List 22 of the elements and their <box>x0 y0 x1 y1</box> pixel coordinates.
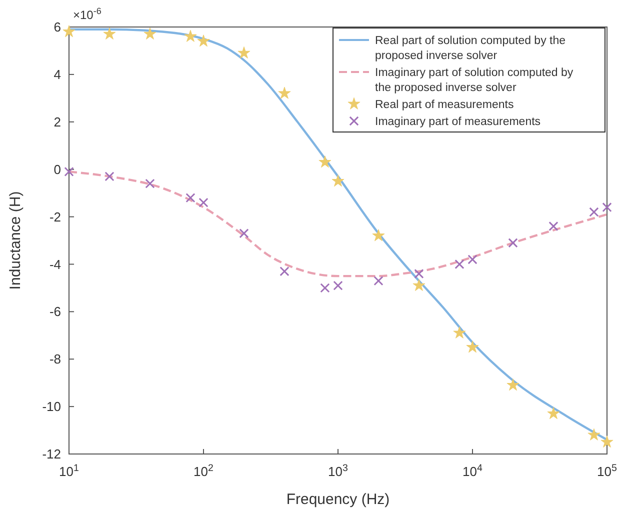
x-tick-label: 10$^{3}$ <box>328 462 348 479</box>
y-axis-title: Inductance (H) <box>7 191 24 290</box>
legend-label: Imaginary part of measurements <box>375 116 541 128</box>
y-tick-label: -8 <box>49 352 61 367</box>
y-tick-label: -4 <box>49 256 61 272</box>
y-tick-label: 0 <box>54 162 61 177</box>
legend-label: Real part of solution computed by the proposed inverse solver <box>375 35 566 62</box>
text: ×10$^{-6}$ <box>73 6 102 22</box>
x-tick-label: 10$^{4}$ <box>462 462 484 479</box>
x-tick-label: 10$^{2}$ <box>194 462 214 479</box>
x-tick-label: 10$^{5}$ <box>597 462 618 479</box>
y-tick-label: 6 <box>54 20 61 35</box>
legend-label: Real part of measurements <box>375 99 514 111</box>
y-tick-label: 4 <box>54 66 61 82</box>
y-tick-label: -6 <box>49 304 61 320</box>
legend-label: Imaginary part of solution computed by the proposed inverse solver <box>375 67 574 94</box>
x-tick-label: 10$^{1}$ <box>59 462 79 479</box>
y-tick-label: 2 <box>54 114 61 130</box>
y-tick-label: -2 <box>49 209 61 224</box>
y-tick-label: -10 <box>42 399 61 414</box>
x-axis-title: Frequency (Hz) <box>286 491 390 508</box>
y-tick-label: -12 <box>42 446 61 462</box>
